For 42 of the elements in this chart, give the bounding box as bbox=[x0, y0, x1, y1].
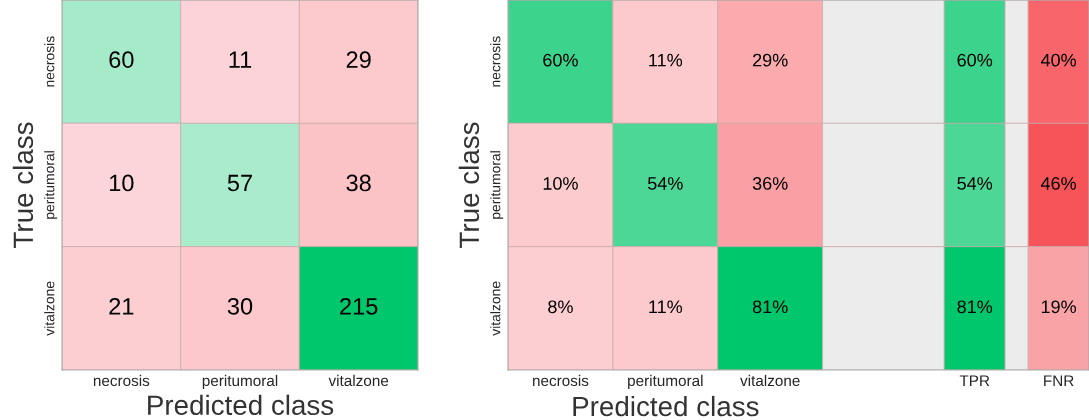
data-label: 38 bbox=[346, 174, 371, 192]
x-tick-label: TPR bbox=[959, 375, 990, 386]
data-label: 19% bbox=[1041, 300, 1077, 314]
data-label: 60 bbox=[109, 51, 134, 68]
y-axis-title: True class bbox=[458, 122, 480, 248]
x-tick-label: vitalzone bbox=[328, 374, 389, 387]
data-label: 60% bbox=[957, 53, 993, 67]
x-axis-title: Predicted class bbox=[148, 394, 334, 416]
data-label: 54% bbox=[957, 177, 993, 190]
x-tick-label: necrosis bbox=[93, 374, 150, 387]
data-label: 11 bbox=[229, 51, 252, 68]
data-label: 54% bbox=[647, 177, 683, 190]
data-label: 21 bbox=[109, 297, 134, 315]
x-axis-title: Predicted class bbox=[573, 395, 759, 417]
data-label: 10 bbox=[110, 174, 134, 192]
data-label: 36% bbox=[752, 177, 788, 190]
data-label: 46% bbox=[1040, 177, 1077, 190]
y-axis-title: True class bbox=[12, 122, 34, 248]
data-label: 215 bbox=[340, 297, 378, 315]
data-label: 60% bbox=[543, 53, 578, 67]
x-tick-label: peritumoral bbox=[202, 374, 278, 390]
y-tick-label: peritumoral bbox=[490, 151, 504, 219]
y-tick-label: vitalzone bbox=[490, 281, 501, 336]
y-tick-label: vitalzone bbox=[44, 281, 55, 336]
y-tick-label: peritumoral bbox=[44, 151, 58, 219]
data-label: 11% bbox=[649, 53, 683, 67]
data-label: 81% bbox=[957, 300, 993, 314]
data-label: 8% bbox=[548, 300, 573, 314]
y-tick-label: necrosis bbox=[490, 36, 501, 87]
x-tick-label: vitalzone bbox=[740, 374, 800, 387]
data-label: 57 bbox=[227, 174, 252, 192]
x-tick-label: FNR bbox=[1044, 375, 1074, 386]
data-label: 29% bbox=[753, 53, 788, 67]
data-label: 29 bbox=[346, 51, 371, 68]
x-tick-label: peritumoral bbox=[628, 374, 703, 390]
x-tick-label: necrosis bbox=[533, 374, 589, 387]
data-label: 11% bbox=[649, 300, 683, 314]
data-label: 30 bbox=[227, 297, 253, 315]
data-label: 10% bbox=[543, 177, 578, 190]
y-tick-label: necrosis bbox=[44, 36, 55, 87]
data-label: 81% bbox=[752, 300, 788, 314]
data-label: 40% bbox=[1040, 53, 1077, 67]
